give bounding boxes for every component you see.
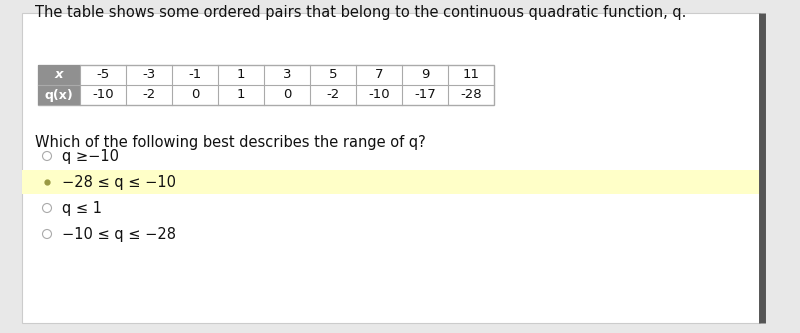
Text: x: x: [54, 69, 63, 82]
Text: -2: -2: [142, 89, 156, 102]
Bar: [22, 170, 760, 194]
Text: −10 ≤ q ≤ −28: −10 ≤ q ≤ −28: [62, 226, 176, 241]
Circle shape: [42, 152, 51, 161]
Text: Which of the following best describes the range of q?: Which of the following best describes th…: [35, 135, 426, 150]
Text: q ≥−10: q ≥−10: [62, 149, 119, 164]
Text: -10: -10: [368, 89, 390, 102]
Text: -10: -10: [92, 89, 114, 102]
Text: -2: -2: [326, 89, 340, 102]
Text: The table shows some ordered pairs that belong to the continuous quadratic funct: The table shows some ordered pairs that …: [35, 5, 686, 20]
Text: 7: 7: [374, 69, 383, 82]
Text: -28: -28: [460, 89, 482, 102]
Text: 1: 1: [237, 89, 246, 102]
Text: −28 ≤ q ≤ −10: −28 ≤ q ≤ −10: [62, 174, 176, 189]
Text: -17: -17: [414, 89, 436, 102]
Text: q(x): q(x): [45, 89, 74, 102]
Text: -5: -5: [96, 69, 110, 82]
Text: 0: 0: [191, 89, 199, 102]
Text: -3: -3: [142, 69, 156, 82]
Text: 1: 1: [237, 69, 246, 82]
Text: 9: 9: [421, 69, 429, 82]
Text: q ≤ 1: q ≤ 1: [62, 200, 102, 215]
Circle shape: [42, 203, 51, 212]
Text: 3: 3: [282, 69, 291, 82]
Text: 5: 5: [329, 69, 338, 82]
FancyBboxPatch shape: [22, 13, 760, 323]
Text: 11: 11: [462, 69, 479, 82]
Circle shape: [42, 229, 51, 238]
Bar: [38, 85, 80, 105]
Text: 0: 0: [283, 89, 291, 102]
Bar: [38, 65, 80, 85]
Bar: [38, 65, 494, 105]
Text: -1: -1: [188, 69, 202, 82]
